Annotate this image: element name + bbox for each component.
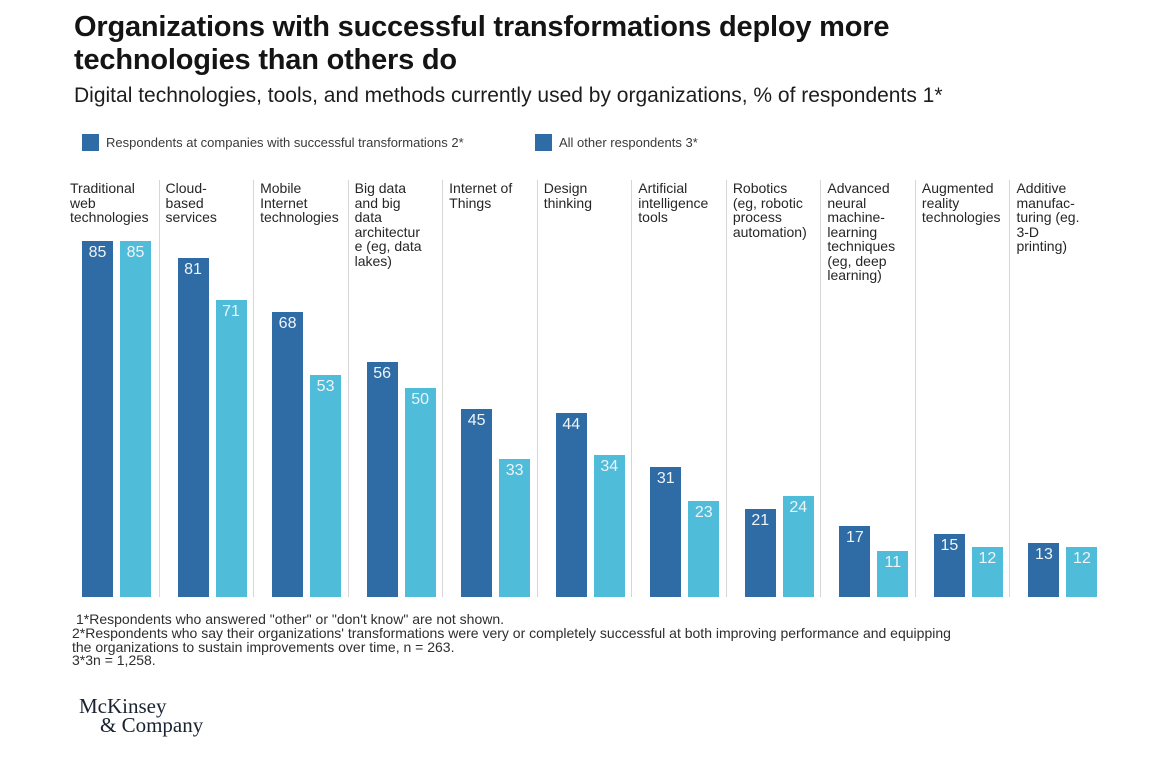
legend: Respondents at companies with successful… — [82, 134, 698, 151]
legend-item-successful: Respondents at companies with successful… — [82, 134, 535, 151]
bar-value-label: 15 — [940, 537, 959, 554]
bar-other: 12 — [1066, 547, 1098, 597]
bar-successful: 68 — [272, 312, 304, 597]
category-label: Artificial intelligence tools — [638, 180, 709, 225]
category-label: Design thinking — [543, 180, 592, 211]
bar-value-label: 23 — [694, 504, 713, 521]
chart-column: Advanced neural machine- learning techni… — [820, 180, 915, 597]
legend-item-other: All other respondents 3* — [535, 134, 698, 151]
bar-successful: 81 — [177, 258, 209, 597]
legend-swatch-successful-icon — [82, 134, 99, 151]
chart-column: Artificial intelligence tools 31 23 — [631, 180, 726, 597]
bar-successful: 56 — [366, 362, 398, 597]
category-label: Big data and big data architectur e (eg,… — [354, 180, 422, 269]
bar-value-label: 56 — [373, 365, 392, 382]
bar-other: 23 — [688, 501, 720, 597]
bar-value-label: 71 — [222, 303, 240, 320]
bar-other: 11 — [877, 551, 909, 597]
category-label: Traditional web technologies — [70, 180, 149, 225]
chart-column: Robotics (eg, robotic process automation… — [725, 180, 821, 597]
bar-value-label: 17 — [845, 529, 864, 546]
bar-successful: 13 — [1028, 543, 1060, 597]
bar-value-label: 13 — [1035, 546, 1053, 563]
legend-label-other: All other respondents 3* — [559, 135, 698, 150]
bar-value-label: 53 — [316, 378, 335, 395]
footnote-2: 2*Respondents who say their organization… — [72, 624, 951, 655]
bar-successful: 15 — [933, 534, 965, 597]
bar-other: 50 — [404, 388, 436, 597]
bar-value-label: 33 — [505, 462, 524, 479]
chart-column: Big data and big data architectur e (eg,… — [347, 180, 443, 597]
bar-other: 34 — [593, 455, 625, 597]
bar-value-label: 81 — [184, 261, 202, 278]
bar-other: 53 — [310, 375, 342, 597]
category-label: Cloud- based services — [165, 180, 217, 225]
bar-value-label: 12 — [1073, 550, 1091, 567]
bar-value-label: 21 — [751, 512, 770, 529]
chart-column: Design thinking 44 34 — [536, 180, 632, 597]
bar-value-label: 34 — [600, 458, 619, 475]
bar-successful: 31 — [650, 467, 682, 597]
page-title: Organizations with successful transforma… — [74, 11, 890, 76]
chart-column: Mobile Internet technologies 68 53 — [253, 180, 348, 597]
bar-value-label: 12 — [978, 550, 997, 567]
logo-line-2: & Company — [100, 713, 204, 737]
bar-value-label: 31 — [656, 470, 675, 487]
category-label: Robotics (eg, robotic process automation… — [732, 180, 807, 240]
bar-value-label: 50 — [411, 391, 430, 408]
mckinsey-logo: McKinsey & Company — [79, 694, 204, 737]
bar-value-label: 85 — [126, 244, 145, 261]
chart-column: Additive manufac- turing (eg. 3-D printi… — [1009, 180, 1104, 597]
bar-other: 85 — [120, 241, 151, 597]
category-label: Internet of Things — [449, 180, 513, 211]
bar-value-label: 11 — [884, 554, 902, 571]
bar-value-label: 44 — [562, 416, 581, 433]
bar-other: 24 — [782, 496, 814, 597]
page-subtitle: Digital technologies, tools, and methods… — [74, 84, 943, 107]
grouped-bar-chart: Traditional web technologies 85 85 Cloud- b… — [64, 180, 1104, 597]
bar-other: 71 — [215, 300, 247, 597]
bar-successful: 17 — [839, 526, 871, 597]
logo-line-1: McKinsey — [79, 694, 167, 718]
bar-successful: 45 — [461, 409, 493, 597]
category-label: Mobile Internet technologies — [260, 180, 339, 225]
footnote-1: 1*Respondents who answered "other" or "d… — [76, 611, 505, 627]
bar-other: 12 — [971, 547, 1003, 597]
bar-other: 33 — [499, 459, 531, 597]
bar-value-label: 45 — [467, 412, 486, 429]
bar-value-label: 24 — [789, 499, 808, 516]
footnotes: 1*Respondents who answered "other" or "d… — [72, 611, 1067, 669]
chart-column: Cloud- based services 81 71 — [158, 180, 254, 597]
chart-column: Augmented reality technologies 15 12 — [914, 180, 1010, 597]
legend-label-successful: Respondents at companies with successful… — [106, 135, 464, 150]
bar-successful: 21 — [744, 509, 776, 597]
footnote-3: 3*3n = 1,258. — [72, 652, 156, 669]
chart-column: Internet of Things 45 33 — [442, 180, 537, 597]
chart-column: Traditional web technologies 85 85 — [64, 180, 159, 597]
bar-value-label: 68 — [278, 315, 297, 332]
bar-value-label: 85 — [88, 244, 107, 261]
category-label: Augmented reality technologies — [921, 180, 1001, 225]
bar-successful: 44 — [555, 413, 587, 597]
category-label: Additive manufac- turing (eg. 3-D printi… — [1016, 180, 1080, 254]
bar-successful: 85 — [82, 241, 113, 597]
category-label: Advanced neural machine- learning techni… — [827, 180, 896, 283]
legend-swatch-other-icon — [535, 134, 552, 151]
